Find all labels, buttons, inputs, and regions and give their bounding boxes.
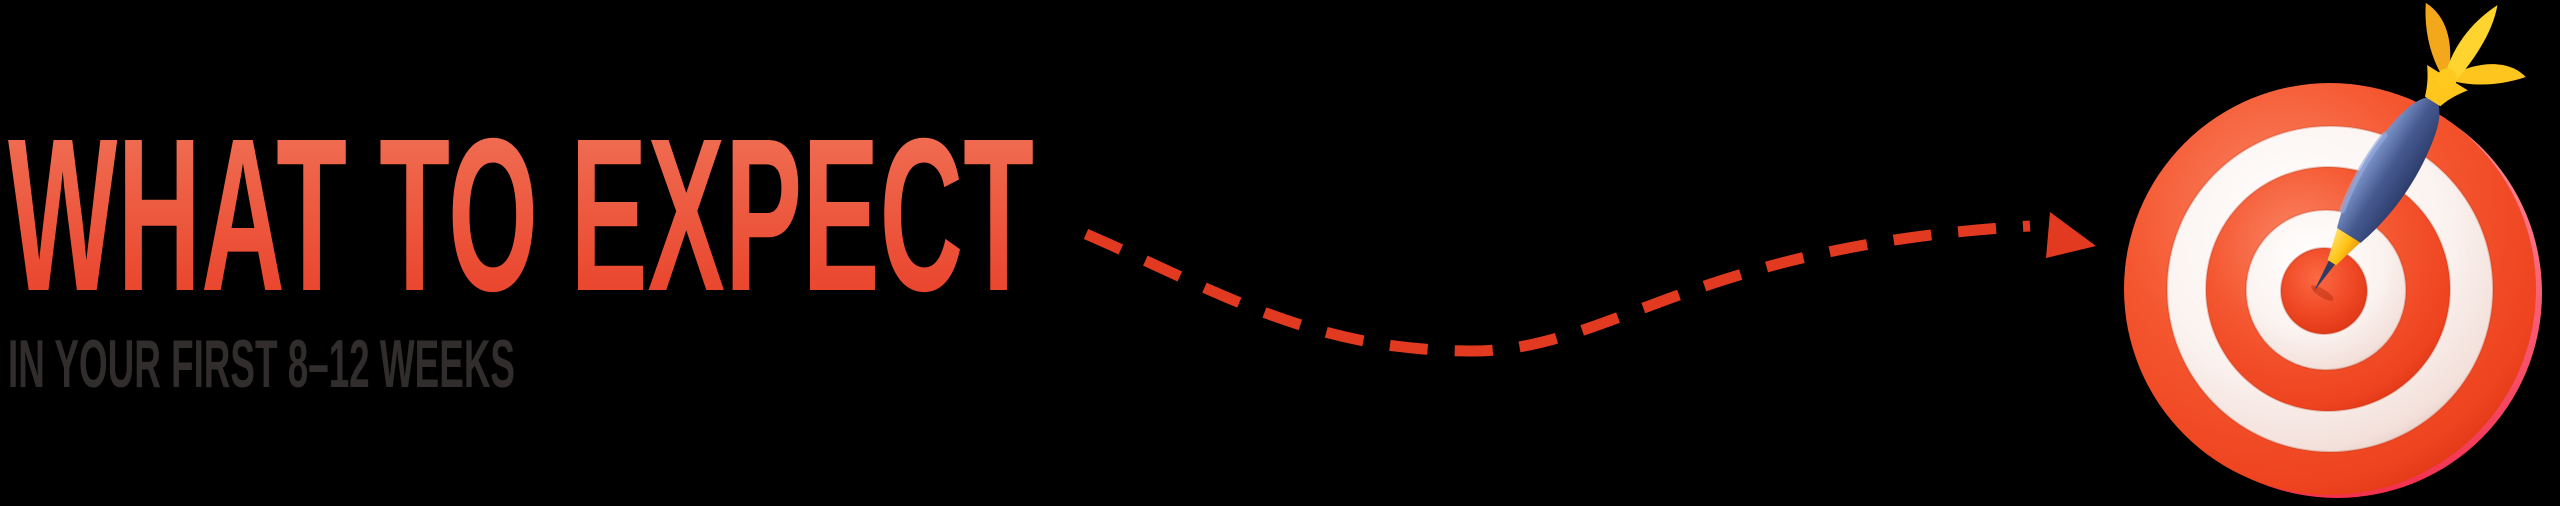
- dart: [2311, 2, 2526, 301]
- page-subtitle: IN YOUR FIRST 8–12 WEEKS: [8, 326, 515, 402]
- target-bullseye: [2280, 247, 2368, 335]
- arrowhead-icon: [2046, 212, 2096, 258]
- dart-needle-shadow: [2311, 285, 2334, 301]
- page-title: WHAT TO EXPECT: [8, 94, 1034, 337]
- headline-block: WHAT TO EXPECT IN YOUR FIRST 8–12 WEEKS: [8, 94, 1034, 402]
- dart-body-highlight: [2339, 132, 2388, 214]
- dart-fin-center: [2443, 5, 2498, 86]
- dart-fletching: [2425, 2, 2526, 89]
- dart-fin-left: [2425, 2, 2451, 78]
- dart-needle: [2313, 257, 2338, 292]
- dart-body: [2336, 97, 2440, 243]
- dart-fletch-knob: [2436, 68, 2457, 89]
- dart-target-illustration: [2124, 2, 2542, 498]
- dart-fin-right: [2451, 64, 2526, 85]
- dashed-arrow-line: [1083, 220, 2031, 357]
